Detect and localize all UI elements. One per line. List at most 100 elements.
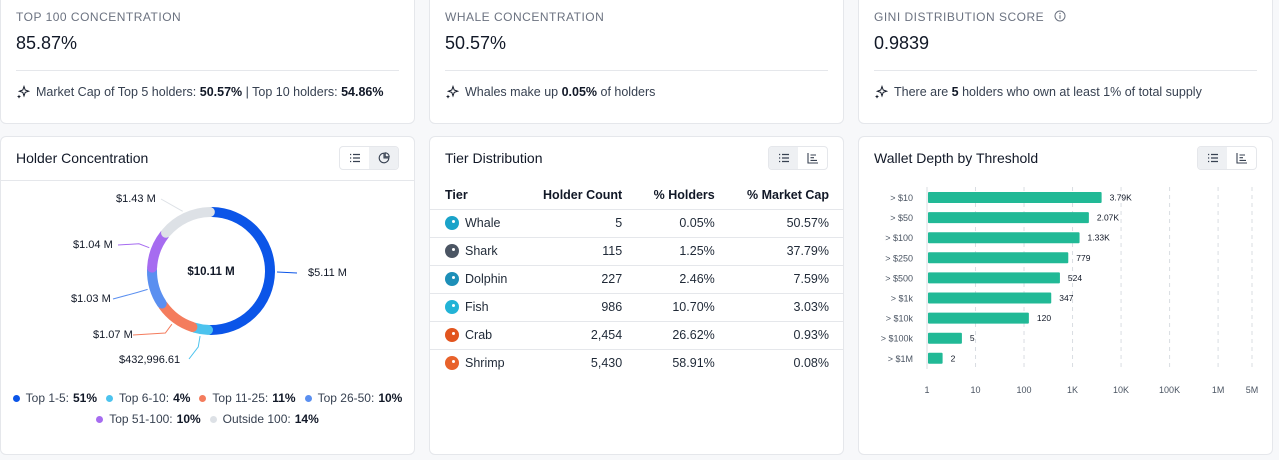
legend-item[interactable]: Top 6-10: 4% (106, 391, 190, 405)
fish-icon (445, 300, 459, 314)
bar-view-button[interactable] (1227, 147, 1256, 169)
holder-concentration-panel: Holder Concentration $5.11 M $432,996.61 $… (0, 136, 415, 455)
stat-footnote: Whales make up 0.05% of holders (445, 85, 655, 99)
table-row[interactable]: Crab 2,454 26.62% 0.93% (430, 321, 843, 350)
stat-label: GINI DISTRIBUTION SCORE (874, 10, 1045, 24)
column-header[interactable]: % Holders (636, 181, 729, 210)
tier-name: Whale (465, 216, 501, 230)
table-row[interactable]: Dolphin 227 2.46% 7.59% (430, 265, 843, 294)
bar-value-label: 347 (1059, 293, 1073, 303)
tier-name: Crab (465, 328, 493, 342)
donut-slice[interactable] (147, 264, 167, 309)
table-row[interactable]: Shrimp 5,430 58.91% 0.08% (430, 349, 843, 377)
holder-count-cell: 115 (524, 237, 637, 266)
wallet-depth-chart: 1 10 100 1K 10K 100K 1M 5M > $10 3.79K > $50 2.07K >… (881, 187, 1258, 395)
divider (874, 70, 1257, 71)
bar[interactable] (928, 232, 1080, 244)
legend-item[interactable]: Top 51-100: 10% (96, 412, 201, 426)
donut-slice[interactable] (158, 300, 198, 332)
tier-cell: Crab (430, 321, 525, 350)
slice-value-label: $1.03 M (71, 293, 111, 305)
holders-percent-cell: 58.91% (672, 356, 715, 371)
y-tick-label: > $10 (890, 193, 913, 203)
legend-dot (304, 394, 312, 402)
legend-percent: 10% (176, 412, 201, 426)
column-header[interactable]: % Market Cap (728, 181, 843, 210)
slice-value-label: $432,996.61 (119, 354, 180, 366)
panel-title: Tier Distribution (445, 150, 543, 166)
donut-slice[interactable] (205, 207, 276, 335)
bar[interactable] (928, 292, 1052, 304)
list-view-button[interactable] (1198, 147, 1227, 169)
stat-label-wrap: GINI DISTRIBUTION SCORE (874, 10, 1066, 24)
tier-cell: Dolphin (430, 265, 525, 294)
bar[interactable] (928, 332, 962, 344)
table-row[interactable]: Fish 986 10.70% 3.03% (430, 293, 843, 322)
tier-distribution-panel: Tier Distribution Tier Holder Count % Ho… (429, 136, 844, 455)
bar[interactable] (928, 352, 943, 364)
bar[interactable] (928, 252, 1069, 264)
y-tick-label: > $50 (890, 213, 913, 223)
column-header[interactable]: Tier (430, 181, 525, 210)
legend-row: Top 51-100: 10% Outside 100: 14% (1, 412, 414, 426)
table-header-row: Tier Holder Count % Holders % Market Cap (430, 181, 843, 210)
holders-percent-cell: 26.62% (636, 321, 729, 350)
tier-cell: Fish (430, 293, 525, 322)
table-row[interactable]: Shark 115 1.25% 37.79% (430, 237, 843, 266)
holders-percent-cell: 10.70% (636, 293, 729, 322)
legend-dot (96, 415, 104, 423)
x-tick-label: 100 (1017, 385, 1032, 395)
legend-percent: 10% (378, 391, 403, 405)
tier-name: Shark (465, 244, 498, 258)
x-tick-label: 10 (971, 385, 981, 395)
slice-value-label: $5.11 M (308, 267, 347, 279)
legend-dot (12, 394, 20, 402)
legend-item[interactable]: Top 11-25: 11% (199, 391, 296, 405)
x-tick-label: 10K (1113, 385, 1129, 395)
divider (16, 70, 399, 71)
market-cap-percent-cell: 3.03% (728, 293, 843, 322)
divider (445, 70, 828, 71)
stat-footnote: Market Cap of Top 5 holders: 50.57% | To… (16, 85, 383, 99)
crab-icon (445, 328, 459, 342)
tier-name: Fish (465, 300, 489, 314)
stat-card-top100: TOP 100 CONCENTRATION 85.87% Market Cap … (0, 0, 415, 124)
info-icon[interactable] (1054, 10, 1066, 22)
bar-value-label: 3.79K (1110, 193, 1133, 203)
footnote-text: There are (894, 85, 952, 99)
tier-name-wrap: Dolphin (445, 272, 511, 286)
legend-percent: 4% (173, 391, 191, 405)
bar[interactable] (928, 272, 1060, 284)
pie-view-button[interactable] (369, 147, 398, 169)
leader-line (112, 288, 148, 300)
donut-slice[interactable] (161, 207, 215, 238)
holders-percent-cell: 0.05% (636, 209, 729, 238)
legend-label: Top 51-100: (109, 412, 173, 426)
dolphin-icon (445, 272, 459, 286)
list-icon (1207, 153, 1218, 163)
donut-center-label: $10.11 M (187, 266, 234, 278)
market-cap-percent-cell: 0.08% (793, 356, 829, 371)
legend-item[interactable]: Outside 100: 14% (209, 412, 319, 426)
table-row[interactable]: Whale 5 0.05% 50.57% (430, 209, 843, 238)
bar[interactable] (928, 312, 1029, 324)
bar[interactable] (928, 212, 1089, 224)
tier-name: Shrimp (465, 356, 505, 371)
bar[interactable] (928, 192, 1102, 203)
legend-item[interactable]: Top 26-50: 10% (304, 391, 403, 405)
legend-percent: 51% (73, 391, 98, 405)
list-view-button[interactable] (769, 147, 798, 169)
column-header[interactable]: Holder Count (524, 181, 637, 210)
legend-label: Top 1-5: (25, 391, 69, 405)
x-tick-label: 1K (1067, 385, 1078, 395)
shark-icon (445, 244, 459, 258)
footnote-text: Whales make up (465, 85, 562, 99)
bar-view-button[interactable] (798, 147, 827, 169)
list-view-button[interactable] (340, 147, 369, 169)
stat-card-gini: GINI DISTRIBUTION SCORE 0.9839 There are… (858, 0, 1273, 124)
donut-slice[interactable] (147, 229, 170, 273)
x-tick-label: 1M (1212, 385, 1225, 395)
legend-item[interactable]: Top 1-5: 51% (12, 391, 98, 405)
y-tick-label: > $250 (885, 253, 913, 263)
divider (1, 180, 414, 181)
